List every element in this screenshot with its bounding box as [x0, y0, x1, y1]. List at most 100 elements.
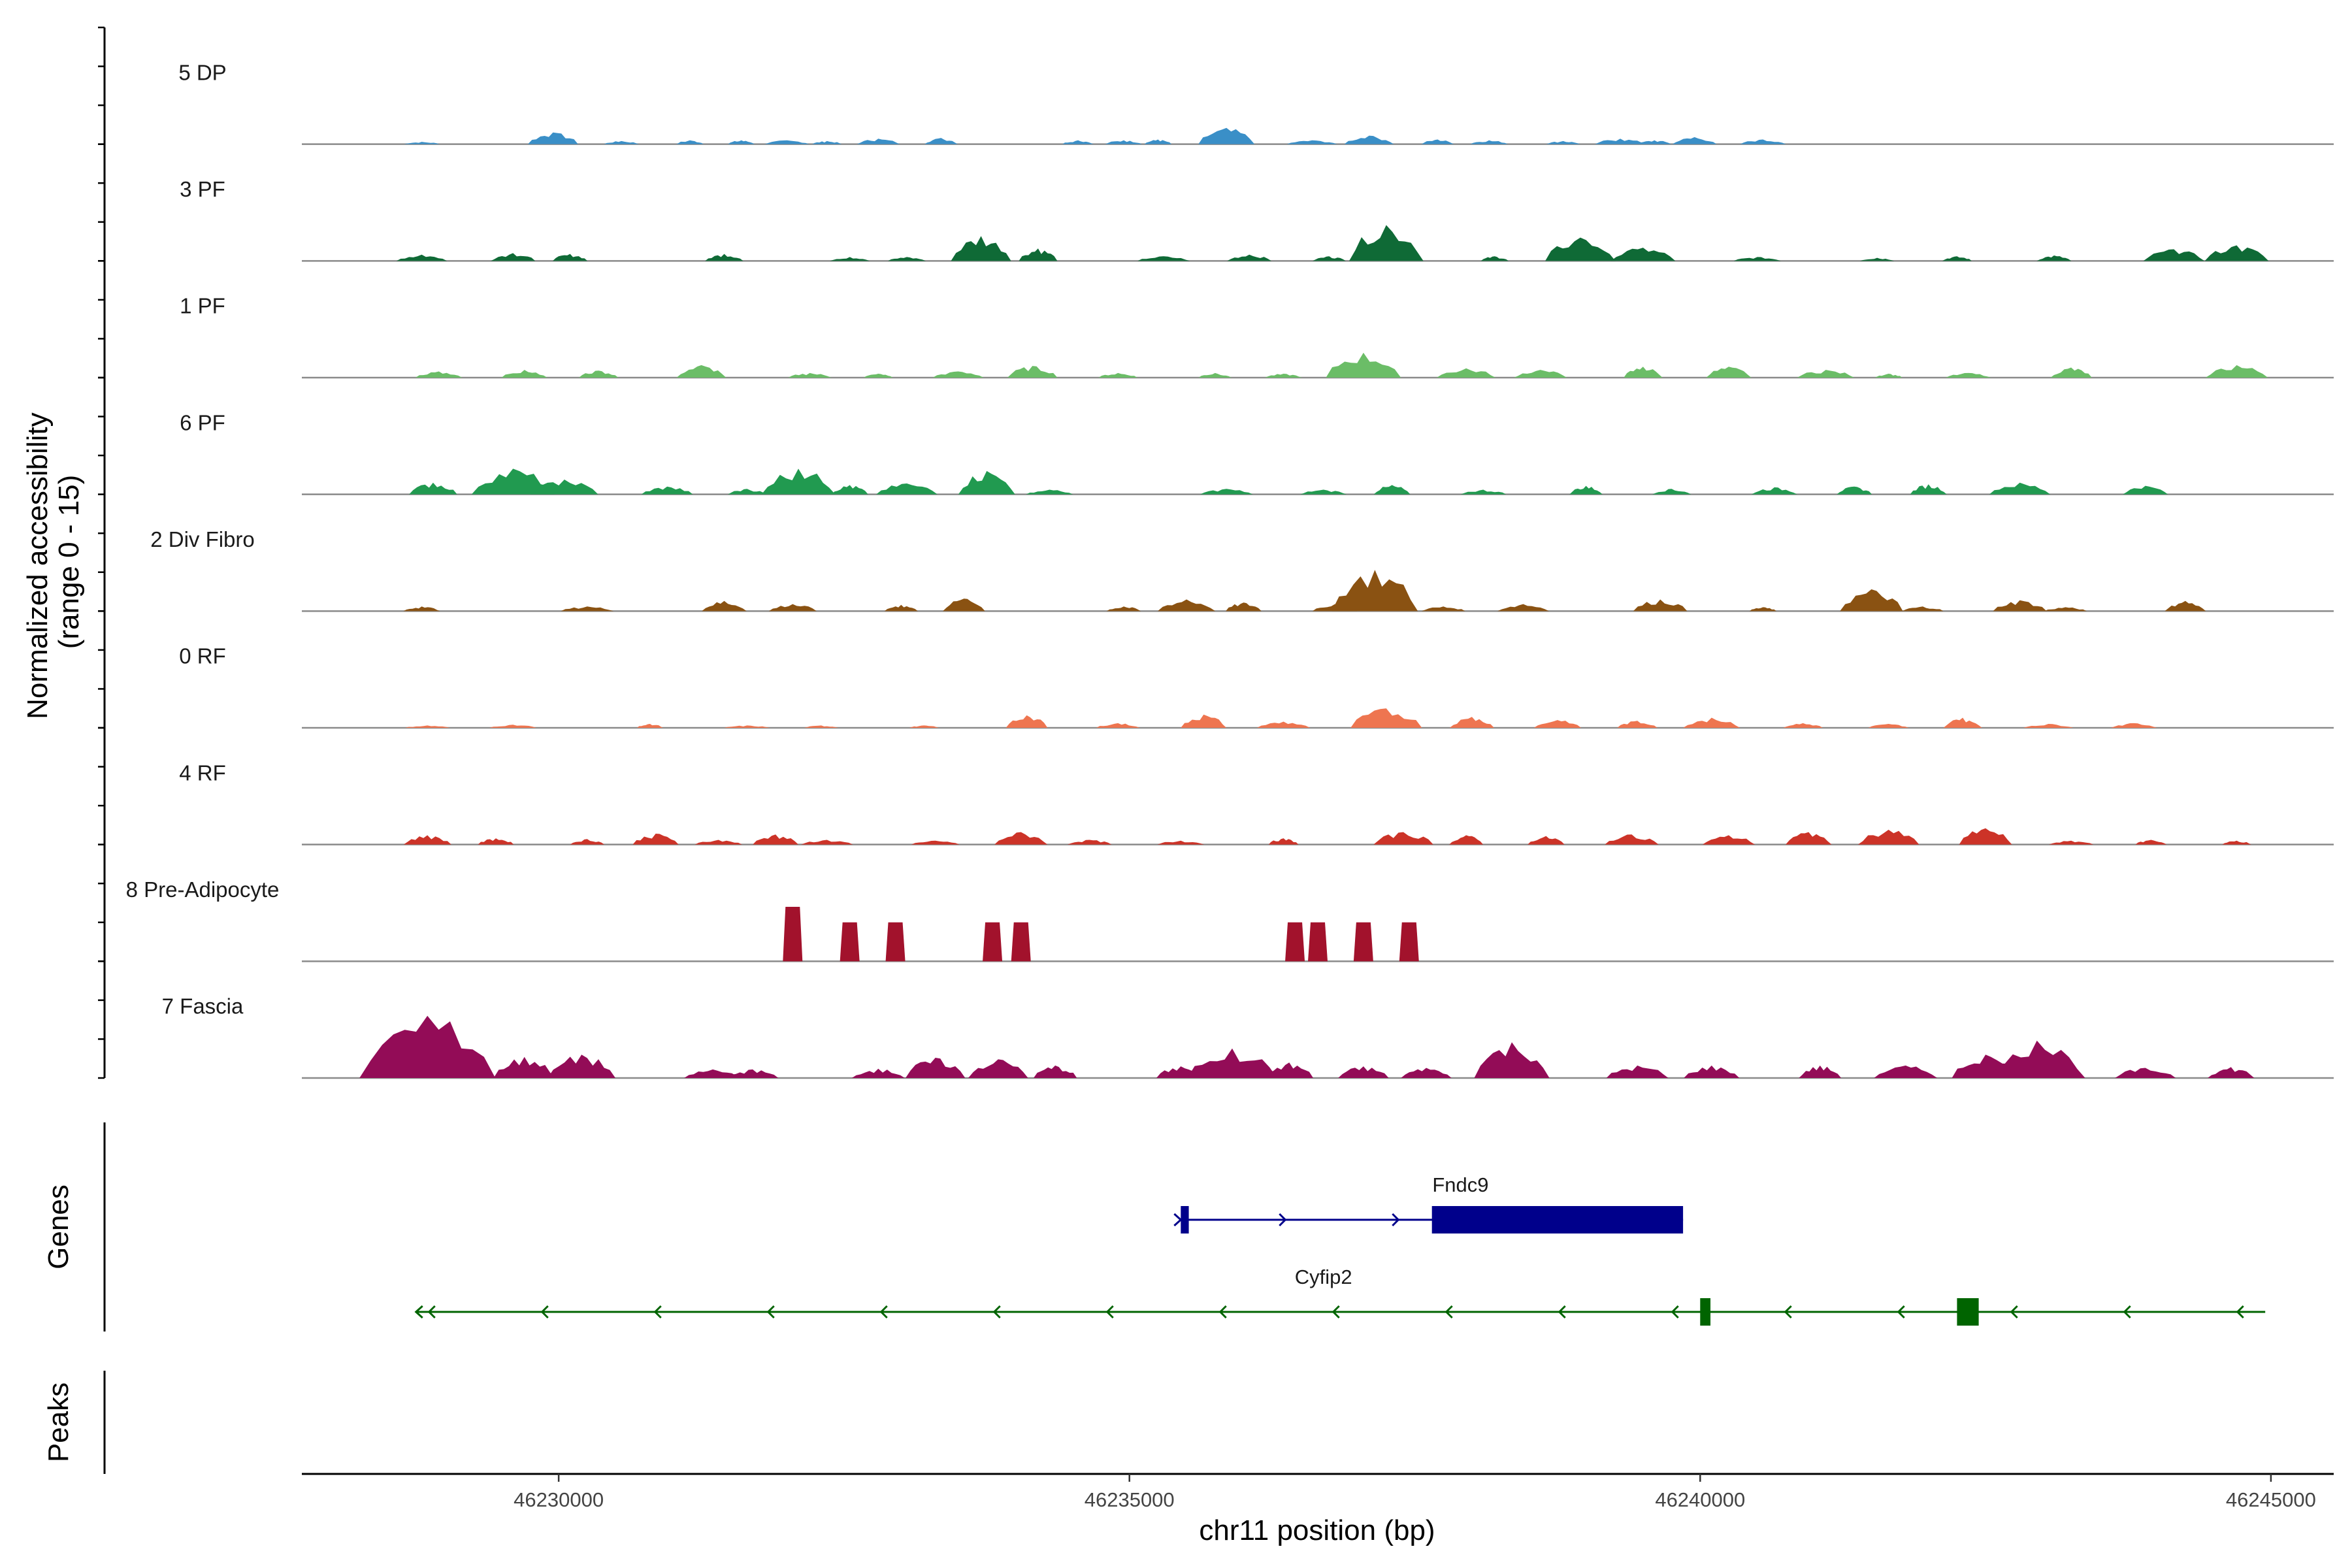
peak [632, 834, 679, 845]
peak [1514, 370, 1567, 378]
peak [501, 370, 547, 378]
peak [570, 839, 605, 845]
peak [397, 254, 447, 261]
peak [1399, 922, 1419, 962]
genes-panel: Genes Fndc9 Cyfip2 [42, 1122, 2266, 1331]
peak [1993, 600, 2047, 612]
peak [1437, 368, 1496, 378]
peak [924, 138, 958, 144]
peak [637, 724, 663, 728]
peak [1652, 489, 1691, 495]
x-tick-label: 46230000 [514, 1488, 604, 1511]
peak [403, 606, 440, 612]
peak [1633, 599, 1688, 612]
peak [1007, 366, 1058, 378]
gene-label: Cyfip2 [1295, 1266, 1352, 1288]
strand-arrow [1445, 1305, 1453, 1319]
peak [531, 480, 598, 495]
track-label: 8 Pre-Adipocyte [126, 877, 280, 902]
peak [1683, 717, 1740, 728]
peak [2048, 840, 2094, 845]
peak [604, 140, 640, 144]
peak [1474, 1042, 1550, 1078]
track-label: 7 Fascia [162, 994, 244, 1019]
track-label: 6 PF [180, 410, 225, 434]
peak [851, 1068, 905, 1078]
peak [694, 840, 743, 845]
peak [1624, 367, 1663, 378]
peak [403, 835, 451, 845]
peak [1256, 721, 1311, 728]
peak [1989, 482, 2051, 495]
peak [1331, 570, 1418, 612]
peak [676, 140, 704, 144]
peak [811, 140, 842, 144]
peak [1096, 723, 1140, 728]
peak [830, 257, 870, 261]
peak [788, 372, 832, 378]
track-2-div-fibro: 2 Div Fibro [150, 527, 2334, 612]
peak [2135, 840, 2167, 845]
peak [641, 486, 693, 495]
strand-arrow [653, 1305, 662, 1319]
genes-panel-label: Genes [42, 1184, 74, 1269]
strand-arrow [1105, 1305, 1114, 1319]
peak [2123, 485, 2168, 495]
peak [1353, 922, 1373, 962]
peak [1144, 139, 1172, 144]
track-label: 2 Div Fibro [150, 527, 255, 551]
coverage-axis [98, 26, 106, 1079]
peak [1837, 486, 1872, 495]
peak [909, 725, 939, 728]
y-axis-title-line-2: (range 0 - 15) [53, 475, 85, 649]
peak [1610, 248, 1676, 261]
strand-arrow [2123, 1305, 2131, 1319]
strand-arrow [1897, 1305, 1905, 1319]
track-5-dp: 5 DP [178, 60, 2334, 145]
peak [1034, 1065, 1077, 1078]
track-6-pf: 6 PF [180, 410, 2334, 495]
peak [1739, 139, 1786, 144]
peak [1227, 254, 1271, 261]
peak [1449, 835, 1484, 845]
peak [951, 236, 1011, 261]
peak [1546, 140, 1580, 144]
peak [1265, 374, 1302, 378]
track-8-pre-adipocyte: 8 Pre-Adipocyte [126, 877, 2334, 962]
peak [1200, 489, 1253, 495]
strand-arrow [427, 1305, 436, 1319]
peak [768, 604, 817, 612]
peak [1308, 922, 1328, 962]
peak [911, 840, 960, 845]
tracks-layer: 5 DP 3 PF 1 PF 6 PF 2 Div Fibro 0 RF 4 RF 8 Pre… [126, 60, 2334, 1079]
peak [1098, 372, 1137, 378]
y-axis-title-line-1: Normalized accessibility [22, 412, 54, 719]
gene-label: Fndc9 [1432, 1173, 1488, 1196]
peak [702, 600, 747, 612]
peak [2143, 249, 2204, 261]
peak [676, 365, 727, 378]
peak [804, 725, 839, 728]
peak [884, 604, 918, 612]
peak [1988, 1040, 2085, 1078]
x-tick-label: 46235000 [1085, 1488, 1175, 1511]
strand-arrow [1331, 1305, 1340, 1319]
track-3-pf: 3 PF [180, 177, 2334, 262]
peak [1840, 589, 1903, 612]
peak [753, 834, 799, 845]
track-label: 1 PF [180, 294, 225, 318]
x-tick-label: 46240000 [1655, 1488, 1745, 1511]
peak [728, 140, 755, 144]
peak [1460, 489, 1507, 495]
x-tick-label: 46245000 [2226, 1488, 2316, 1511]
peak [2164, 600, 2206, 612]
strand-arrow [992, 1305, 1001, 1319]
peak [831, 485, 868, 495]
strand-arrow [1218, 1305, 1227, 1319]
peak [547, 1054, 615, 1078]
peak [1786, 832, 1832, 845]
peak [478, 838, 514, 845]
peak [1268, 838, 1299, 845]
peak [1684, 1065, 1740, 1078]
